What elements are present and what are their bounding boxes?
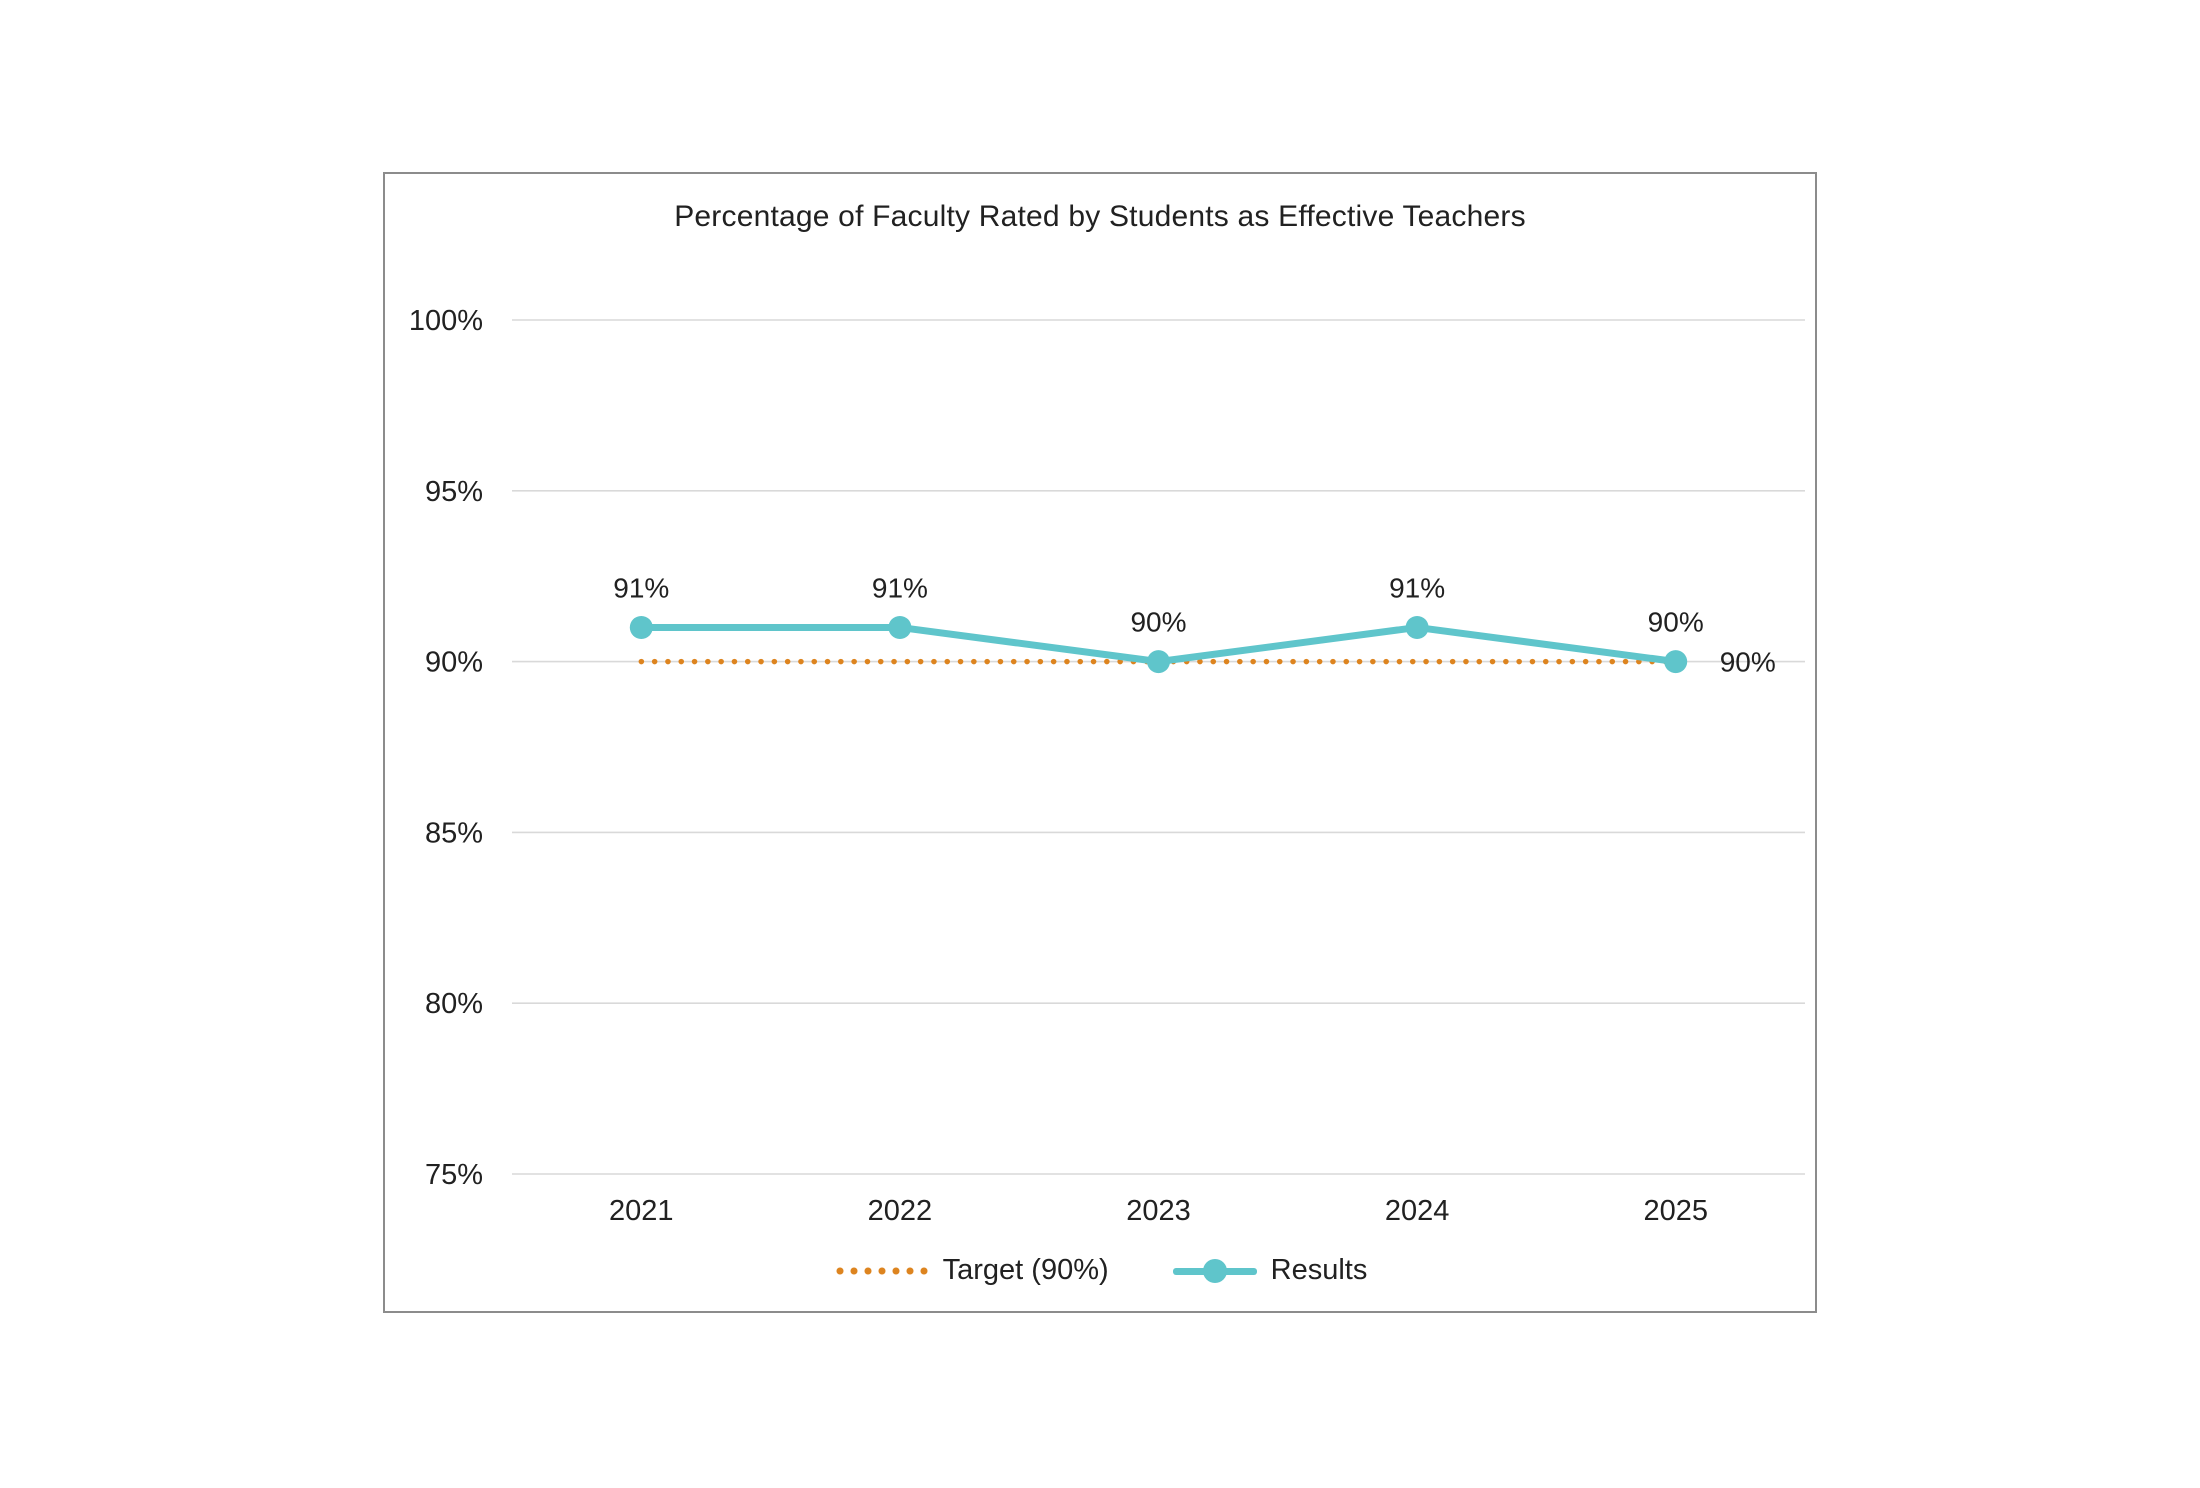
y-axis-tick-label: 95%	[425, 476, 483, 508]
legend-item-target: Target (90%)	[832, 1254, 1109, 1287]
data-point-marker	[1664, 650, 1688, 674]
data-label: 91%	[613, 572, 669, 603]
y-axis-tick-label: 80%	[425, 988, 483, 1020]
data-point-marker	[1405, 615, 1429, 639]
data-point-marker	[1147, 650, 1170, 674]
data-label: 90%	[1648, 607, 1704, 638]
x-axis-tick-label: 2022	[868, 1195, 933, 1227]
chart-panel: Percentage of Faculty Rated by Students …	[383, 172, 1817, 1313]
data-label: 90%	[1130, 607, 1186, 638]
y-axis-tick-label: 75%	[425, 1159, 483, 1191]
chart-legend: Target (90%) Results	[385, 1254, 1815, 1287]
legend-label-target: Target (90%)	[942, 1254, 1109, 1286]
x-axis-tick-label: 2025	[1643, 1195, 1708, 1227]
data-point-marker	[629, 615, 653, 639]
results-line-marker-icon	[1172, 1258, 1257, 1283]
y-axis-tick-label: 100%	[409, 305, 483, 337]
x-axis-tick-label: 2021	[609, 1195, 674, 1227]
data-label: 91%	[1389, 572, 1445, 603]
target-dotted-line-icon	[832, 1265, 929, 1276]
legend-item-results: Results	[1172, 1254, 1368, 1287]
chart-title: Percentage of Faculty Rated by Students …	[674, 200, 1526, 233]
target-end-label: 90%	[1720, 647, 1776, 678]
x-axis-tick-label: 2023	[1126, 1195, 1191, 1227]
data-point-marker	[888, 615, 912, 639]
y-axis-tick-label: 90%	[425, 647, 483, 679]
x-axis-tick-label: 2024	[1385, 1195, 1450, 1227]
chart-plot-area: 100% 95% 90% 85% 80% 75% 2021 2022 2023 2024 2025 9…	[409, 305, 1805, 1227]
y-axis-tick-label: 85%	[425, 817, 483, 849]
data-label: 91%	[872, 572, 928, 603]
legend-label-results: Results	[1270, 1254, 1368, 1286]
